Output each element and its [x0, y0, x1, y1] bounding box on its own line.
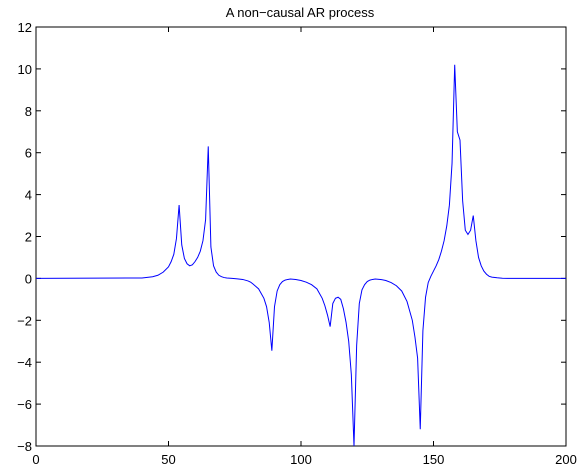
y-tick-label: −6	[17, 397, 32, 412]
plot-area	[35, 26, 567, 447]
y-tick-label: −8	[17, 439, 32, 454]
y-tick-label: 0	[25, 271, 32, 286]
y-tick-label: 2	[25, 230, 32, 245]
series-line	[35, 64, 566, 447]
y-tick-label: 6	[25, 146, 32, 161]
y-axis-tick-labels: −8 −6 −4 −2 0 2 4 6 8 10 12	[17, 20, 32, 454]
axis-ticks	[35, 26, 567, 447]
y-tick-label: −2	[17, 313, 32, 328]
y-tick-label: 8	[25, 104, 32, 119]
x-tick-label: 50	[161, 452, 175, 467]
x-tick-label: 100	[290, 452, 312, 467]
x-tick-label: 200	[555, 452, 577, 467]
y-tick-label: 10	[18, 62, 32, 77]
y-tick-label: 12	[18, 20, 32, 35]
x-axis-tick-labels: 0 50 100 150 200	[32, 452, 576, 467]
y-tick-label: −4	[17, 355, 32, 370]
x-tick-label: 150	[423, 452, 445, 467]
x-tick-label: 0	[32, 452, 39, 467]
y-tick-label: 4	[25, 188, 32, 203]
chart-title: A non−causal AR process	[226, 5, 375, 20]
